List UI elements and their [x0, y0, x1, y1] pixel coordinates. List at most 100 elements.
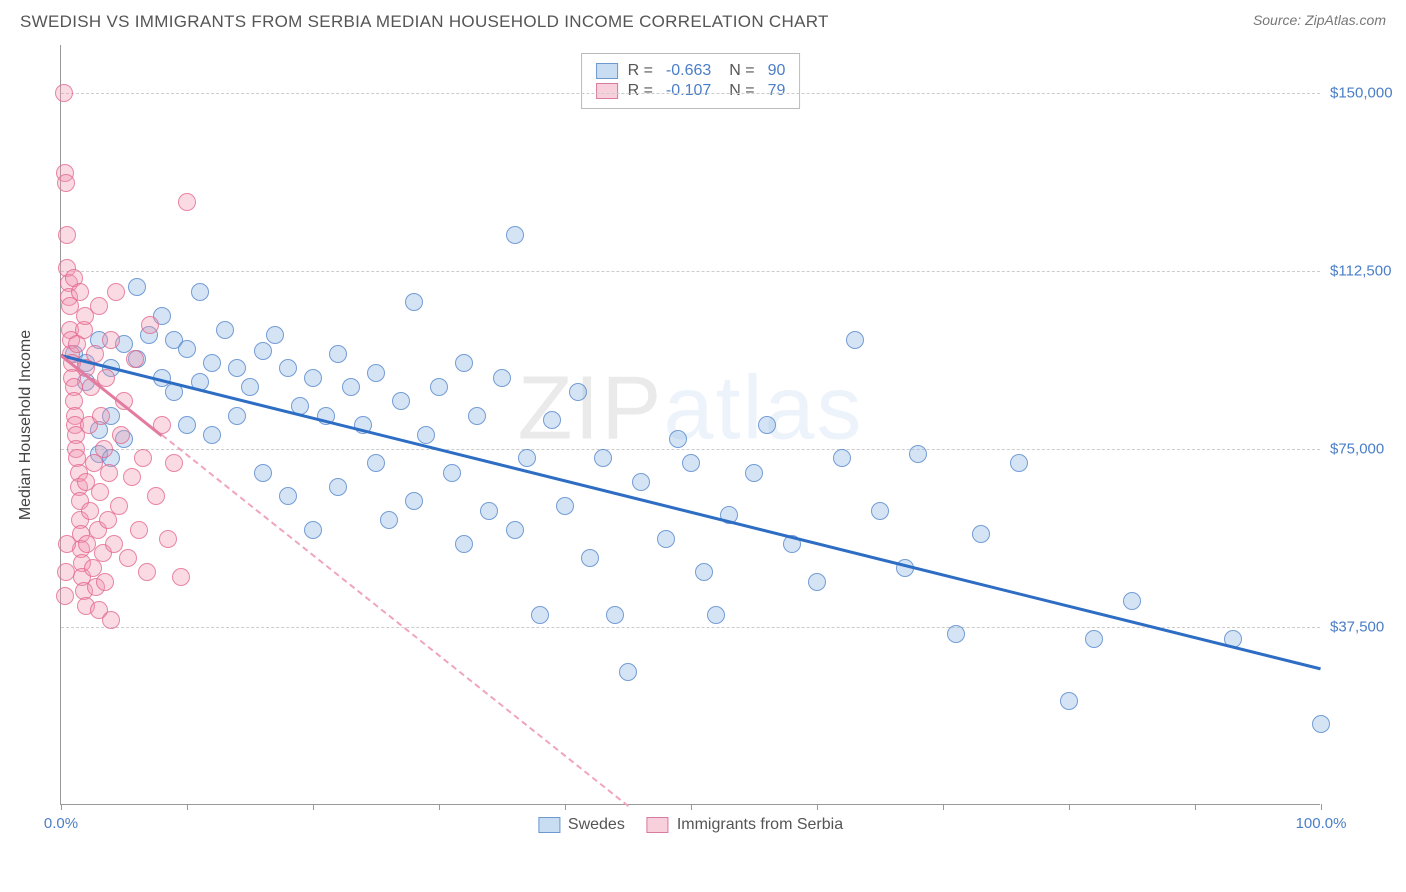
data-point	[112, 426, 130, 444]
data-point	[707, 606, 725, 624]
data-point	[254, 342, 272, 360]
data-point	[102, 331, 120, 349]
data-point	[91, 483, 109, 501]
data-point	[90, 297, 108, 315]
r-label: R =	[628, 82, 653, 100]
data-point	[105, 535, 123, 553]
data-point	[110, 497, 128, 515]
data-point	[123, 468, 141, 486]
data-point	[493, 369, 511, 387]
data-point	[228, 407, 246, 425]
data-point	[147, 487, 165, 505]
data-point	[100, 464, 118, 482]
data-point	[1123, 592, 1141, 610]
data-point	[128, 278, 146, 296]
data-point	[56, 587, 74, 605]
data-point	[594, 449, 612, 467]
chart-container: Median Household Income ZIPatlas R = -0.…	[60, 45, 1380, 835]
data-point	[329, 345, 347, 363]
data-point	[543, 411, 561, 429]
data-point	[203, 354, 221, 372]
gridline	[61, 627, 1320, 628]
data-point	[304, 521, 322, 539]
data-point	[203, 426, 221, 444]
x-tick-label: 0.0%	[44, 815, 78, 832]
series-legend: Swedes Immigrants from Serbia	[538, 816, 843, 834]
r-value-serbia: -0.107	[666, 82, 711, 100]
chart-title: SWEDISH VS IMMIGRANTS FROM SERBIA MEDIAN…	[20, 12, 829, 32]
data-point	[518, 449, 536, 467]
data-point	[329, 478, 347, 496]
plot-area: Median Household Income ZIPatlas R = -0.…	[60, 45, 1320, 805]
data-point	[165, 454, 183, 472]
x-tick	[691, 804, 692, 810]
data-point	[619, 663, 637, 681]
swatch-blue	[538, 817, 560, 833]
data-point	[254, 464, 272, 482]
legend-label-swedes: Swedes	[568, 816, 625, 834]
x-tick	[439, 804, 440, 810]
watermark-pre: ZIP	[517, 359, 663, 459]
data-point	[405, 492, 423, 510]
trendline	[61, 354, 1322, 670]
x-tick	[817, 804, 818, 810]
data-point	[159, 530, 177, 548]
y-tick-label: $150,000	[1330, 84, 1400, 101]
data-point	[758, 416, 776, 434]
data-point	[846, 331, 864, 349]
data-point	[367, 364, 385, 382]
data-point	[695, 563, 713, 581]
data-point	[909, 445, 927, 463]
chart-header: SWEDISH VS IMMIGRANTS FROM SERBIA MEDIAN…	[0, 0, 1406, 32]
y-tick-label: $112,500	[1330, 262, 1400, 279]
legend-row-swedes: R = -0.663 N = 90	[596, 62, 786, 80]
data-point	[134, 449, 152, 467]
legend-row-serbia: R = -0.107 N = 79	[596, 82, 786, 100]
data-point	[972, 525, 990, 543]
n-label: N =	[729, 82, 754, 100]
x-tick	[565, 804, 566, 810]
legend-label-serbia: Immigrants from Serbia	[677, 816, 843, 834]
x-tick	[61, 804, 62, 810]
data-point	[58, 226, 76, 244]
data-point	[506, 521, 524, 539]
data-point	[871, 502, 889, 520]
data-point	[468, 407, 486, 425]
watermark: ZIPatlas	[517, 358, 863, 461]
trendline	[161, 434, 628, 807]
correlation-legend: R = -0.663 N = 90 R = -0.107 N = 79	[581, 53, 801, 109]
data-point	[1010, 454, 1028, 472]
data-point	[405, 293, 423, 311]
data-point	[138, 563, 156, 581]
data-point	[569, 383, 587, 401]
r-label: R =	[628, 62, 653, 80]
gridline	[61, 93, 1320, 94]
source-prefix: Source:	[1253, 12, 1305, 28]
swatch-pink	[596, 83, 618, 99]
swatch-pink	[647, 817, 669, 833]
data-point	[228, 359, 246, 377]
data-point	[57, 174, 75, 192]
x-tick	[943, 804, 944, 810]
legend-item-serbia: Immigrants from Serbia	[647, 816, 843, 834]
n-value-swedes: 90	[768, 62, 786, 80]
data-point	[581, 549, 599, 567]
data-point	[1312, 715, 1330, 733]
data-point	[480, 502, 498, 520]
data-point	[506, 226, 524, 244]
x-tick	[313, 804, 314, 810]
n-label: N =	[729, 62, 754, 80]
source-name: ZipAtlas.com	[1305, 12, 1386, 28]
data-point	[833, 449, 851, 467]
data-point	[81, 502, 99, 520]
data-point	[172, 568, 190, 586]
y-tick-label: $75,000	[1330, 440, 1400, 457]
data-point	[191, 283, 209, 301]
data-point	[669, 430, 687, 448]
data-point	[141, 316, 159, 334]
data-point	[178, 416, 196, 434]
data-point	[531, 606, 549, 624]
data-point	[417, 426, 435, 444]
n-value-serbia: 79	[768, 82, 786, 100]
data-point	[102, 611, 120, 629]
